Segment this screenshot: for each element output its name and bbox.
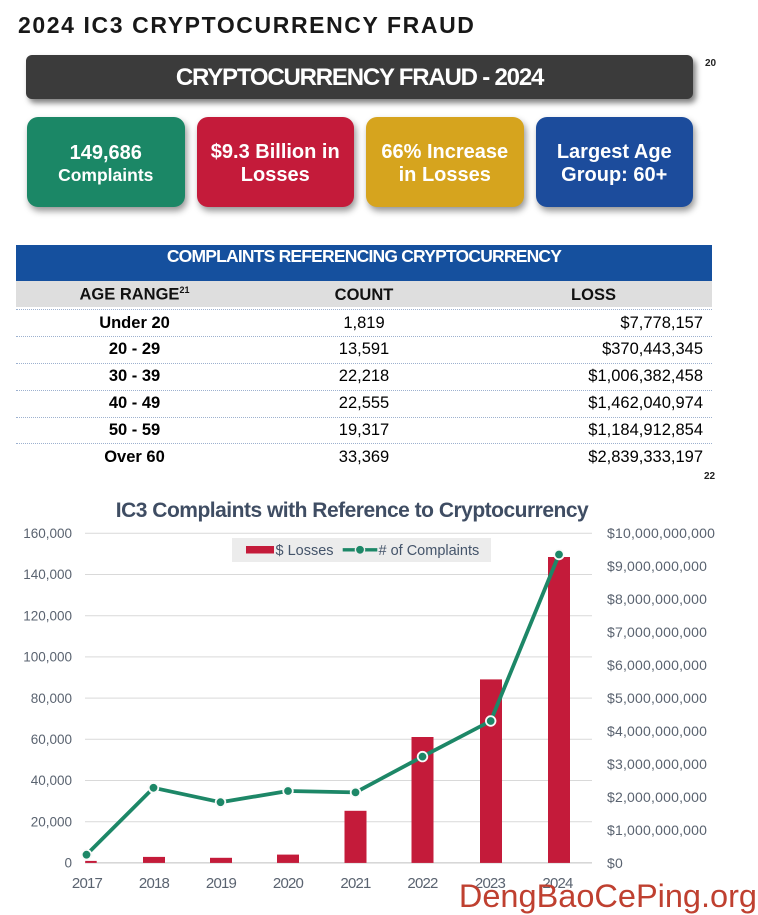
svg-text:$7,000,000,000: $7,000,000,000 (607, 624, 707, 640)
svg-text:0: 0 (64, 856, 72, 871)
svg-text:$5,000,000,000: $5,000,000,000 (607, 690, 707, 706)
svg-text:140,000: 140,000 (23, 567, 72, 582)
svg-text:$8,000,000,000: $8,000,000,000 (607, 591, 707, 607)
svg-text:160,000: 160,000 (23, 526, 72, 541)
svg-text:$3,000,000,000: $3,000,000,000 (607, 756, 707, 772)
svg-text:$ Losses: $ Losses (276, 543, 334, 559)
svg-text:20,000: 20,000 (31, 814, 72, 829)
svg-text:80,000: 80,000 (31, 691, 72, 706)
svg-text:120,000: 120,000 (23, 608, 72, 623)
svg-text:2021: 2021 (340, 875, 371, 892)
svg-text:40,000: 40,000 (31, 773, 72, 788)
svg-text:2022: 2022 (407, 875, 438, 892)
svg-text:2018: 2018 (139, 875, 170, 892)
svg-text:$4,000,000,000: $4,000,000,000 (607, 723, 707, 739)
svg-text:2017: 2017 (72, 875, 103, 892)
svg-text:2020: 2020 (273, 875, 304, 892)
svg-text:60,000: 60,000 (31, 732, 72, 747)
svg-text:$6,000,000,000: $6,000,000,000 (607, 657, 707, 673)
svg-text:$0: $0 (607, 855, 623, 871)
svg-text:IC3 Complaints with Reference: IC3 Complaints with Reference to Cryptoc… (116, 499, 589, 522)
svg-text:2019: 2019 (206, 875, 237, 892)
svg-text:# of Complaints: # of Complaints (379, 543, 480, 559)
svg-text:2024: 2024 (542, 875, 573, 892)
svg-text:$10,000,000,000: $10,000,000,000 (607, 525, 715, 541)
svg-text:$1,000,000,000: $1,000,000,000 (607, 822, 707, 838)
svg-text:$2,000,000,000: $2,000,000,000 (607, 789, 707, 805)
svg-text:100,000: 100,000 (23, 650, 72, 665)
svg-text:$9,000,000,000: $9,000,000,000 (607, 558, 707, 574)
svg-text:2023: 2023 (475, 875, 506, 892)
